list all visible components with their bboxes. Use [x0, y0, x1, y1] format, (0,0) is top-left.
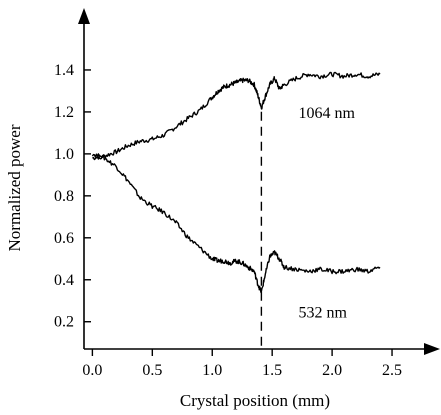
x-tick-label: 2.0	[322, 362, 342, 379]
series-lines	[91, 71, 381, 294]
y-axis-arrowhead	[78, 8, 90, 24]
x-tick-label: 0.5	[142, 362, 162, 379]
x-tick-label: 1.5	[262, 362, 282, 379]
series-line-1064-nm	[92, 71, 381, 161]
y-tick-label: 0.4	[54, 272, 74, 289]
series-label: 532 nm	[299, 305, 348, 322]
series-labels: 1064 nm 532 nm	[299, 105, 356, 321]
series-label: 1064 nm	[299, 105, 356, 122]
y-tick-label: 1.2	[54, 104, 74, 121]
x-tick-label: 2.5	[382, 362, 402, 379]
y-axis-label: Normalized power	[5, 124, 24, 251]
series-line-532-nm	[91, 153, 381, 294]
x-ticks: 0.0 0.5 1.0 1.5 2.0 2.5	[82, 349, 402, 379]
x-tick-label: 0.0	[82, 362, 102, 379]
y-tick-label: 0.6	[54, 230, 74, 247]
y-tick-label: 0.8	[54, 188, 74, 205]
axes	[78, 8, 440, 355]
y-ticks: 0.2 0.4 0.6 0.8 1.0 1.2 1.4	[54, 62, 91, 331]
y-tick-label: 1.0	[54, 146, 74, 163]
x-axis-label: Crystal position (mm)	[180, 391, 330, 410]
y-tick-label: 1.4	[54, 62, 74, 79]
x-tick-label: 1.0	[202, 362, 222, 379]
y-tick-label: 0.2	[54, 314, 74, 331]
x-axis-arrowhead	[424, 343, 440, 355]
